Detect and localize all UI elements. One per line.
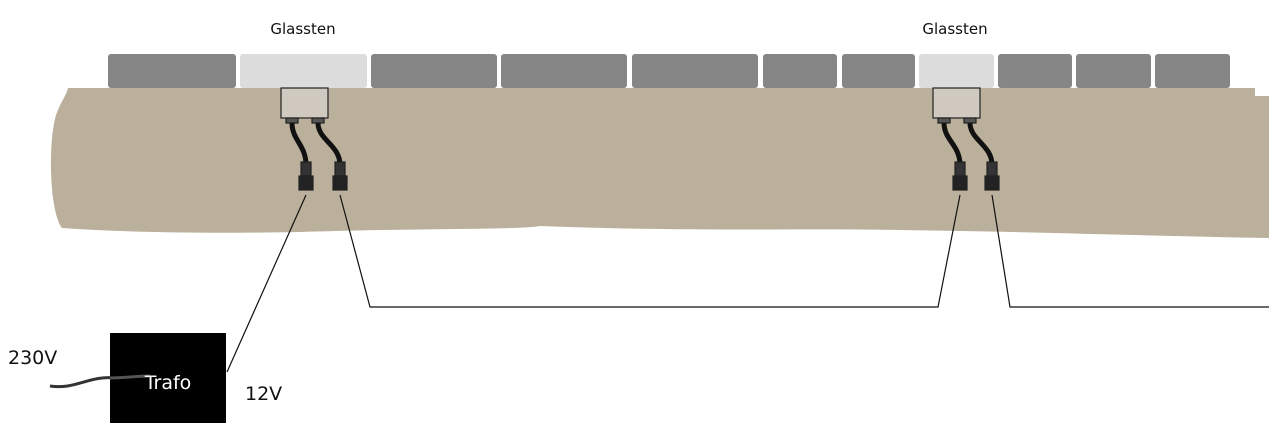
tile: [763, 54, 837, 88]
wires: [226, 194, 1269, 373]
soil: [50, 88, 1269, 238]
tile: [371, 54, 497, 88]
tile: [1076, 54, 1151, 88]
transformer-label: Trafo: [144, 372, 192, 394]
tile-glass: [240, 54, 367, 88]
glass-label: Glassten: [922, 20, 987, 38]
tile: [501, 54, 627, 88]
tile-glass: [919, 54, 994, 88]
tile: [842, 54, 915, 88]
input-voltage: 230V: [8, 347, 57, 369]
tile: [632, 54, 758, 88]
light-unit: [280, 87, 348, 191]
tile: [998, 54, 1072, 88]
tile: [1155, 54, 1230, 88]
light-unit: [932, 87, 1000, 191]
glass-label: Glassten: [270, 20, 335, 38]
tile: [108, 54, 236, 88]
cable-inside: [109, 374, 151, 380]
tiles: [108, 54, 1230, 88]
output-voltage: 12V: [245, 383, 282, 405]
